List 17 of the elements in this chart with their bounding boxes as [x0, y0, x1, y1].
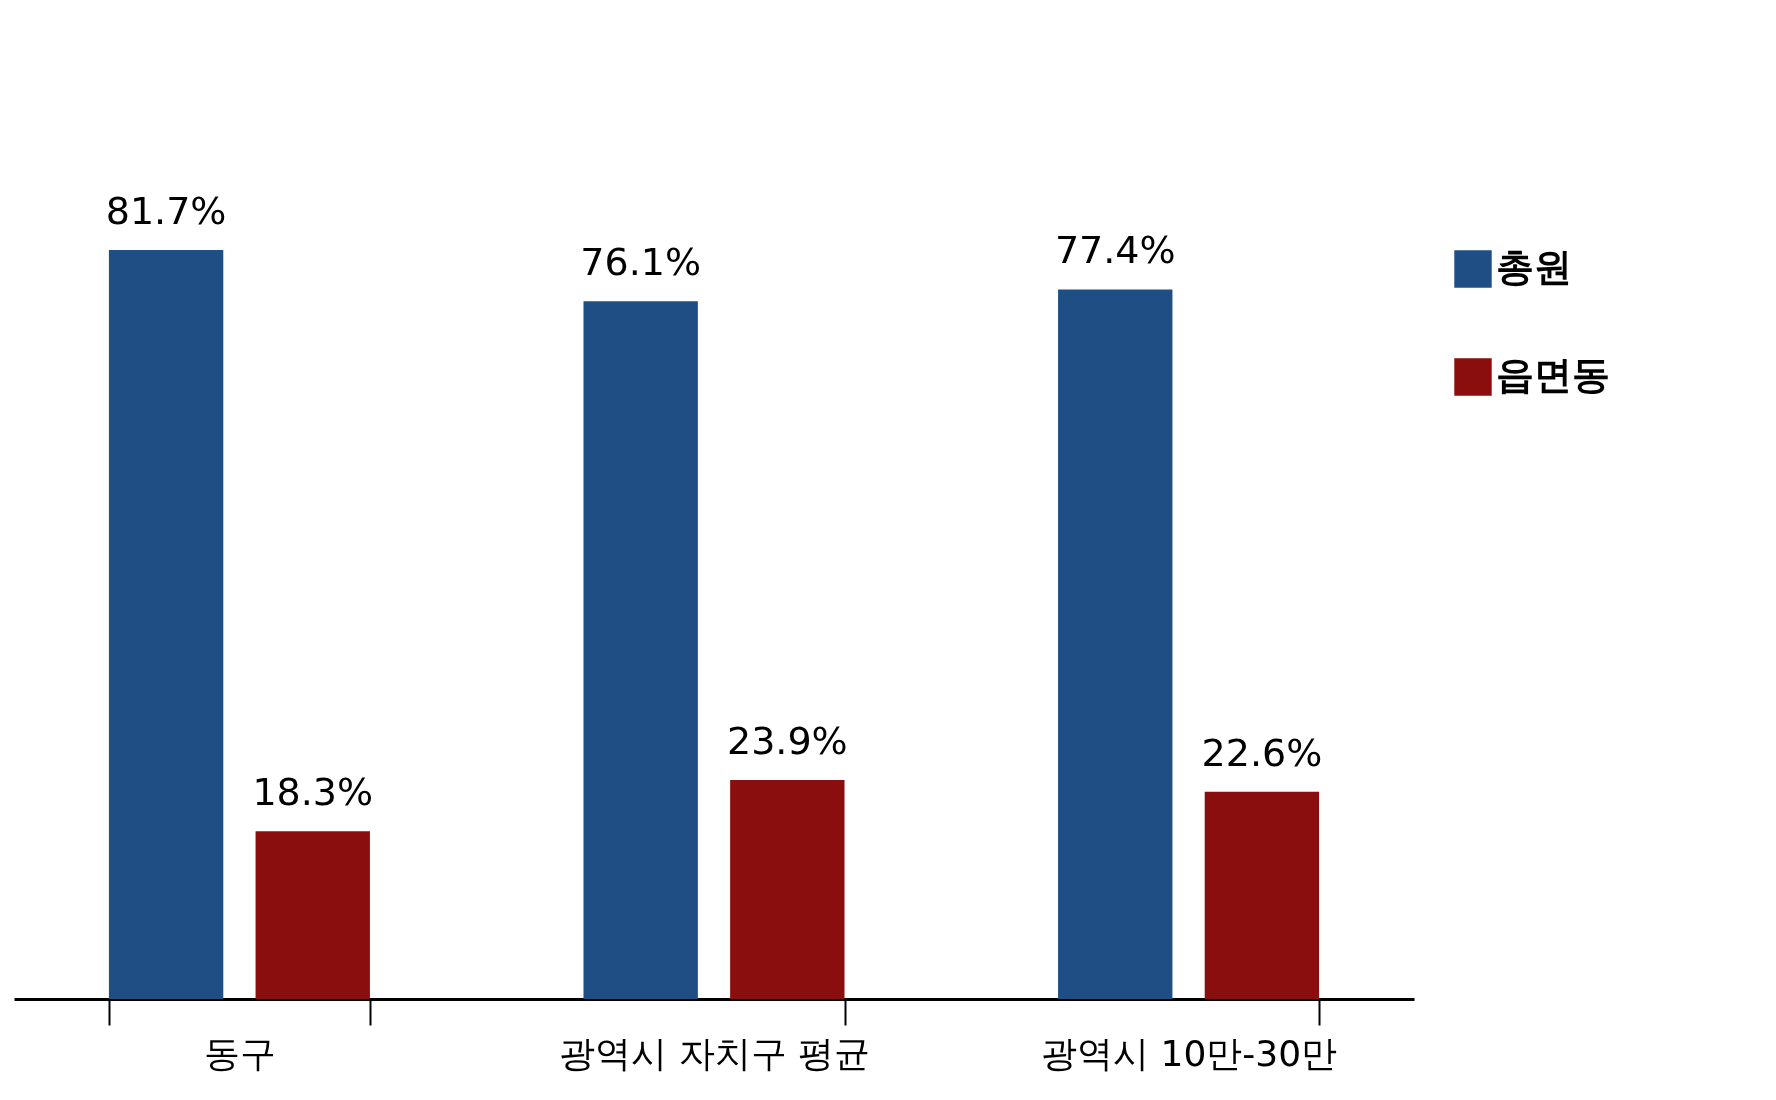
bar — [108, 250, 224, 999]
data-label: 77.4% — [1054, 228, 1176, 273]
bar — [730, 779, 845, 999]
bar — [1204, 791, 1320, 999]
bar — [255, 831, 370, 999]
legend-label: 읍면동 — [1496, 353, 1610, 397]
x-tick-label: 광역시 10만-30만 — [1041, 1032, 1338, 1074]
bar — [1058, 289, 1173, 999]
data-label: 23.9% — [726, 718, 848, 763]
x-tick-label: 광역시 자치구 평균 — [559, 1032, 870, 1074]
x-tick-label: 동구 — [203, 1032, 276, 1074]
legend-label: 총원 — [1496, 245, 1572, 289]
data-label: 81.7% — [105, 189, 227, 233]
bar — [583, 301, 698, 999]
data-label: 76.1% — [580, 240, 702, 285]
data-label: 18.3% — [252, 770, 374, 815]
data-label: 22.6% — [1201, 730, 1323, 775]
